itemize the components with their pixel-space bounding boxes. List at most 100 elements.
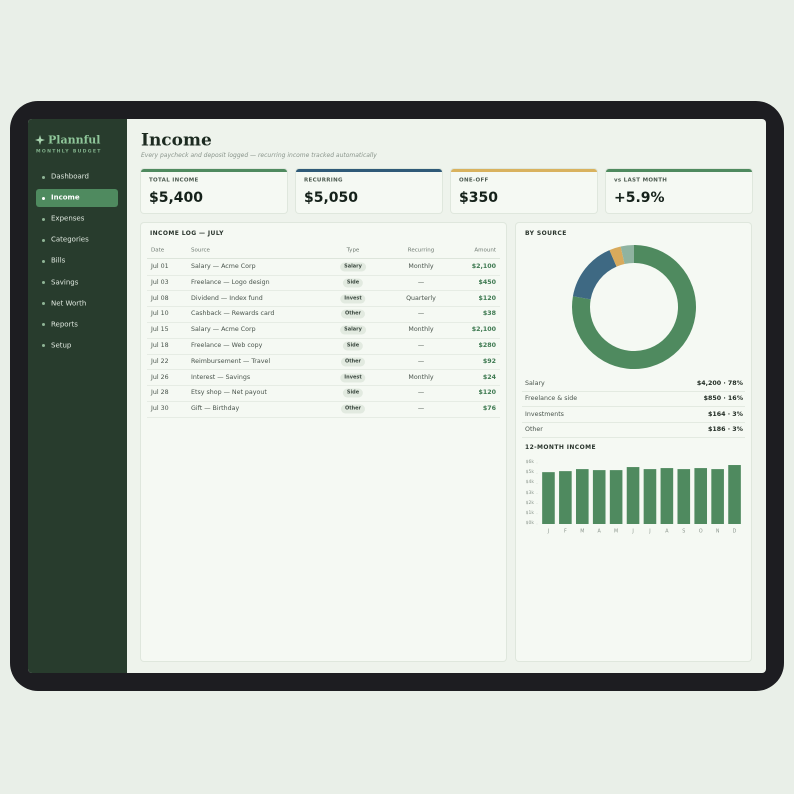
legend-value: $850 · 16%: [703, 395, 743, 403]
column-header: Amount: [474, 247, 496, 254]
cell: —: [417, 310, 425, 318]
bar: [592, 470, 606, 524]
bar: [575, 469, 589, 524]
page-title: Income: [141, 130, 212, 151]
cell: Jul 15: [151, 326, 169, 334]
cell: —: [417, 278, 425, 286]
bar: [677, 469, 691, 524]
cell: Jul 10: [151, 310, 169, 318]
type-pill: Salary: [340, 325, 366, 335]
cell: $24: [482, 373, 496, 381]
nav-dot: [42, 344, 45, 348]
bar: [609, 470, 623, 524]
cell: $120: [478, 294, 496, 302]
x-tick-label: F: [563, 529, 567, 535]
row-rule: [147, 385, 500, 387]
x-tick-label: A: [597, 529, 601, 535]
sidebar: [28, 119, 127, 673]
kpi-card: [141, 169, 287, 213]
nav-item[interactable]: Setup: [51, 341, 72, 350]
type-pill: Other: [340, 309, 366, 319]
chart-title: 12-MONTH INCOME: [525, 444, 596, 451]
bar: [542, 472, 555, 524]
kpi-card: [451, 169, 597, 213]
nav-dot: [42, 281, 45, 284]
bar: [626, 467, 640, 524]
nav-item[interactable]: Income: [51, 193, 80, 202]
cell: Freelance — Web copy: [191, 341, 263, 349]
x-tick-label: D: [732, 529, 737, 535]
legend-rule: [522, 391, 745, 392]
type-pill: Invest: [340, 373, 366, 383]
cell: Jul 30: [151, 405, 169, 413]
cell: Jul 22: [151, 357, 169, 365]
brand-name: Plannful: [48, 133, 101, 147]
cell: $280: [478, 341, 496, 349]
legend-rule: [522, 421, 745, 423]
bar: [711, 469, 724, 524]
type-pill: Other: [340, 357, 366, 367]
table-panel: [141, 223, 506, 661]
legend-label: Salary: [525, 379, 545, 387]
kpi-value: $5,400: [149, 190, 204, 206]
cell: Cashback — Rewards card: [191, 310, 275, 318]
bar: [728, 465, 741, 524]
cell: $92: [482, 357, 496, 365]
nav-item[interactable]: Bills: [51, 256, 66, 265]
cell: Interest — Savings: [191, 373, 251, 381]
type-pill: Other: [340, 404, 366, 414]
cell: —: [417, 341, 425, 349]
column-header: Source: [191, 247, 210, 254]
nav-dot: [42, 323, 45, 327]
x-tick-label: N: [715, 529, 720, 535]
nav-item[interactable]: Expenses: [51, 214, 85, 223]
x-tick-label: J: [547, 529, 550, 535]
y-tick-label: $1k: [525, 510, 534, 516]
cell: Monthly: [408, 262, 434, 270]
bar: [559, 471, 572, 524]
cell: $2,100: [471, 326, 496, 334]
cell: Monthly: [408, 373, 434, 381]
x-tick-label: J: [632, 529, 634, 535]
row-rule: [147, 337, 500, 339]
brand-tagline: MONTHLY BUDGET: [36, 149, 102, 155]
chart-title: BY SOURCE: [525, 230, 567, 237]
brand-icon: [35, 135, 45, 145]
kpi-label: RECURRING: [304, 177, 343, 184]
kpi-value: $350: [459, 190, 498, 206]
y-tick-label: $6k: [525, 459, 534, 465]
nav-dot: [42, 175, 45, 179]
donut-slice: [572, 250, 617, 300]
row-rule: [147, 321, 500, 323]
legend-rule: [522, 406, 745, 408]
cell: Jul 26: [151, 373, 169, 381]
nav-item[interactable]: Net Worth: [51, 299, 87, 308]
nav-item[interactable]: Savings: [51, 278, 79, 286]
nav-dot: [42, 196, 45, 200]
nav-item[interactable]: Reports: [51, 320, 78, 329]
cell: Jul 08: [151, 294, 169, 302]
side-panel: [516, 223, 751, 661]
donut-slice: [572, 245, 696, 369]
kpi-card: [606, 169, 752, 213]
cell: Jul 28: [151, 389, 169, 397]
nav-dot: [42, 217, 45, 221]
row-rule: [147, 369, 500, 371]
y-tick-label: $2k: [525, 500, 534, 506]
x-tick-label: S: [682, 529, 686, 535]
kpi-label: vs LAST MONTH: [614, 177, 668, 184]
cell: Salary — Acme Corp: [191, 326, 256, 334]
row-rule: [147, 416, 500, 418]
cell: Freelance — Logo design: [191, 278, 270, 286]
cell: —: [417, 405, 425, 413]
nav-item[interactable]: Categories: [51, 235, 89, 244]
type-pill: Salary: [340, 262, 366, 272]
cell: —: [417, 389, 425, 397]
y-tick-label: $3k: [525, 490, 534, 496]
nav-item[interactable]: Dashboard: [51, 172, 89, 181]
cell: Gift — Birthday: [191, 405, 240, 413]
kpi-value: $5,050: [304, 190, 359, 206]
nav-active-bg: [36, 189, 118, 208]
legend-value: $164 · 3%: [708, 410, 743, 418]
